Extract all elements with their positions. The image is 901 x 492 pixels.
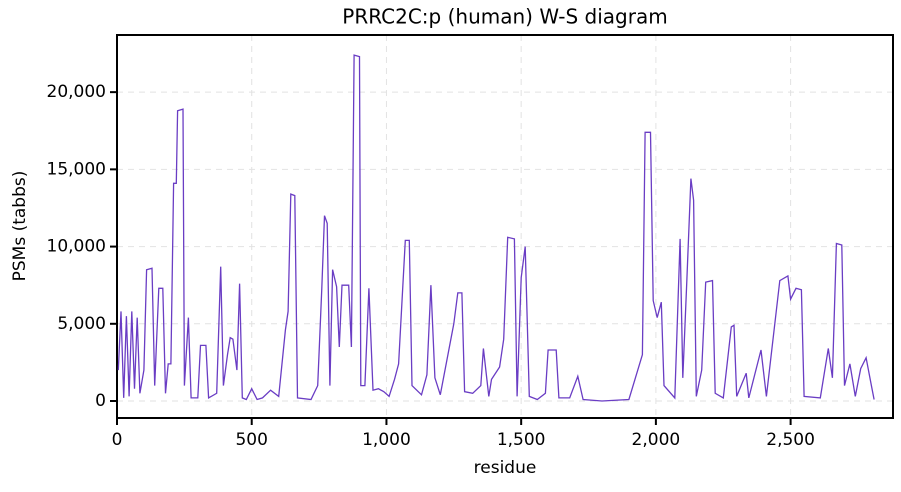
x-tick-label: 500	[235, 430, 267, 450]
x-tick-label: 1,000	[362, 430, 411, 450]
data-line	[117, 54, 875, 402]
plot-frame	[116, 34, 894, 419]
y-tick-label: 20,000	[47, 82, 106, 102]
y-tick-label: 5,000	[57, 314, 106, 334]
x-tick-label: 2,500	[766, 430, 815, 450]
y-tick-label: 0	[95, 391, 106, 411]
y-tick-label: 10,000	[47, 237, 106, 257]
x-tick-label: 1,500	[497, 430, 546, 450]
y-axis-label: PSMs (tabbs)	[10, 171, 30, 282]
y-tick-label: 15,000	[47, 159, 106, 179]
x-tick-label: 0	[112, 430, 123, 450]
x-axis-label: residue	[474, 458, 537, 478]
x-tick-label: 2,000	[632, 430, 681, 450]
chart-title: PRRC2C:p (human) W-S diagram	[342, 5, 667, 29]
